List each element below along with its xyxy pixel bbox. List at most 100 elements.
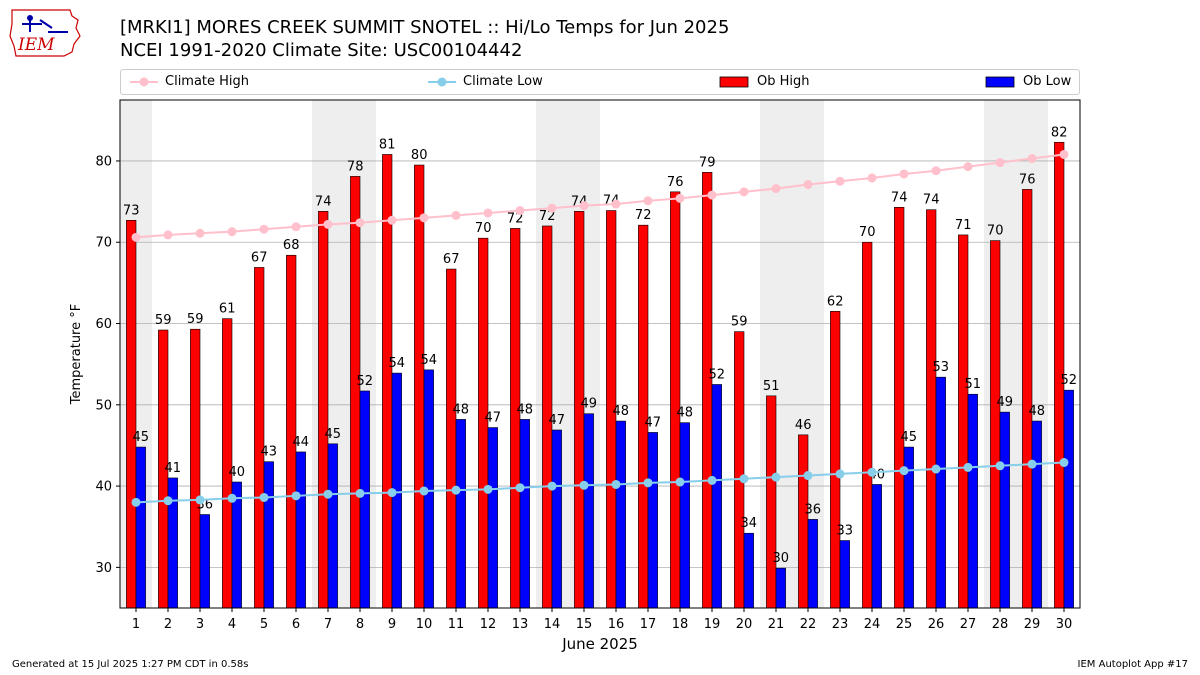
climate-low-point: [259, 492, 269, 502]
climate-low-point: [707, 475, 717, 485]
climate-low-point: [995, 461, 1005, 471]
ob-high-bar: [350, 176, 361, 608]
climate-high-point: [323, 219, 333, 229]
climate-low-point: [547, 481, 557, 491]
climate-high-point: [291, 222, 301, 232]
ob-low-label: 43: [261, 445, 278, 460]
x-tick-label: 4: [228, 617, 236, 632]
ob-high-bar: [894, 206, 905, 608]
ob-low-label: 54: [389, 356, 406, 371]
ob-low-label: 41: [165, 461, 182, 476]
ob-high-bar: [798, 434, 809, 608]
climate-high-point: [579, 201, 589, 211]
ob-high-label: 72: [507, 211, 524, 226]
climate-high-point: [195, 228, 205, 238]
climate-low-point: [643, 478, 653, 488]
climate-high-point: [707, 190, 717, 200]
ob-high-label: 82: [1051, 125, 1068, 140]
climate-low-point: [963, 462, 973, 472]
ob-high-label: 59: [155, 313, 172, 328]
ob-high-label: 46: [795, 418, 812, 433]
climate-low-point: [579, 480, 589, 490]
ob-low-bar: [167, 477, 178, 608]
x-tick-label: 12: [480, 617, 497, 632]
plot-frame: [119, 99, 1081, 609]
ob-high-bar: [446, 268, 457, 608]
ob-low-bar: [999, 411, 1010, 608]
ob-low-label: 48: [677, 406, 694, 421]
climate-high-point: [1027, 154, 1037, 164]
ob-high-label: 81: [379, 137, 396, 152]
ob-low-bar: [263, 461, 274, 608]
x-tick-label: 1: [132, 617, 140, 632]
ob-low-label: 52: [709, 367, 726, 382]
climate-low-point: [739, 474, 749, 484]
ob-high-label: 67: [251, 250, 268, 265]
ob-low-bar: [679, 422, 690, 608]
climate-low-point: [451, 485, 461, 495]
ob-high-label: 72: [635, 208, 652, 223]
x-tick-label: 5: [260, 617, 268, 632]
climate-low-point: [227, 493, 237, 503]
y-tick-label: 40: [95, 480, 112, 495]
iem-logo: IEM: [9, 9, 81, 57]
ob-low-label: 47: [485, 411, 502, 426]
climate-high-point: [547, 203, 557, 213]
climate-high-point: [259, 224, 269, 234]
ob-low-bar: [1031, 420, 1042, 608]
generated-timestamp: Generated at 15 Jul 2025 1:27 PM CDT in …: [12, 659, 249, 670]
climate-low-point: [291, 491, 301, 501]
climate-high-point: [835, 176, 845, 186]
ob-low-bar: [647, 432, 658, 608]
x-tick-label: 26: [928, 617, 945, 632]
climate-high-point: [739, 187, 749, 197]
ob-high-bar: [926, 209, 937, 608]
ob-high-bar: [510, 228, 521, 608]
ob-high-label: 59: [731, 315, 748, 330]
climate-low-point: [675, 477, 685, 487]
ob-high-bar: [766, 395, 777, 608]
x-tick-label: 27: [960, 617, 977, 632]
ob-low-bar: [839, 540, 850, 608]
ob-low-bar: [359, 390, 370, 608]
climate-high-point: [387, 215, 397, 225]
x-tick-label: 8: [356, 617, 364, 632]
climate-high-point: [675, 193, 685, 203]
climate-low-point: [611, 479, 621, 489]
climate-high-point: [419, 213, 429, 223]
x-tick-label: 24: [864, 617, 881, 632]
climate-high-point: [483, 208, 493, 218]
ob-high-label: 59: [187, 312, 204, 327]
ob-low-label: 54: [421, 353, 438, 368]
ob-low-bar: [711, 384, 722, 608]
ob-high-bar: [318, 211, 329, 608]
x-tick-label: 25: [896, 617, 913, 632]
legend-climate-high-swatch: [130, 77, 158, 87]
climate-low-point: [195, 495, 205, 505]
ob-low-label: 51: [965, 377, 982, 392]
climate-low-point: [1027, 459, 1037, 469]
climate-high-point: [611, 199, 621, 209]
climate-high-point: [131, 232, 141, 242]
ob-low-bar: [967, 393, 978, 608]
ob-low-bar: [615, 420, 626, 608]
climate-high-point: [451, 210, 461, 220]
climate-high-point: [803, 180, 813, 190]
ob-low-bar: [199, 514, 210, 608]
climate-low-point: [163, 496, 173, 506]
ob-high-label: 70: [859, 225, 876, 240]
x-tick-label: 16: [608, 617, 625, 632]
ob-low-bar: [775, 567, 786, 608]
legend-ob-high-swatch: [719, 76, 749, 88]
climate-low-point: [835, 469, 845, 479]
climate-low-line: [135, 461, 1065, 504]
chart-title: [MRKI1] MORES CREEK SUMMIT SNOTEL :: Hi/…: [120, 17, 730, 38]
svg-text:IEM: IEM: [17, 35, 55, 55]
climate-high-point: [899, 169, 909, 179]
ob-high-label: 79: [699, 155, 716, 170]
app-credit: IEM Autoplot App #17: [1077, 659, 1188, 670]
ob-high-label: 68: [283, 238, 300, 253]
x-tick-label: 29: [1024, 617, 1041, 632]
y-tick-label: 80: [95, 154, 112, 169]
ob-high-bar: [606, 210, 617, 608]
